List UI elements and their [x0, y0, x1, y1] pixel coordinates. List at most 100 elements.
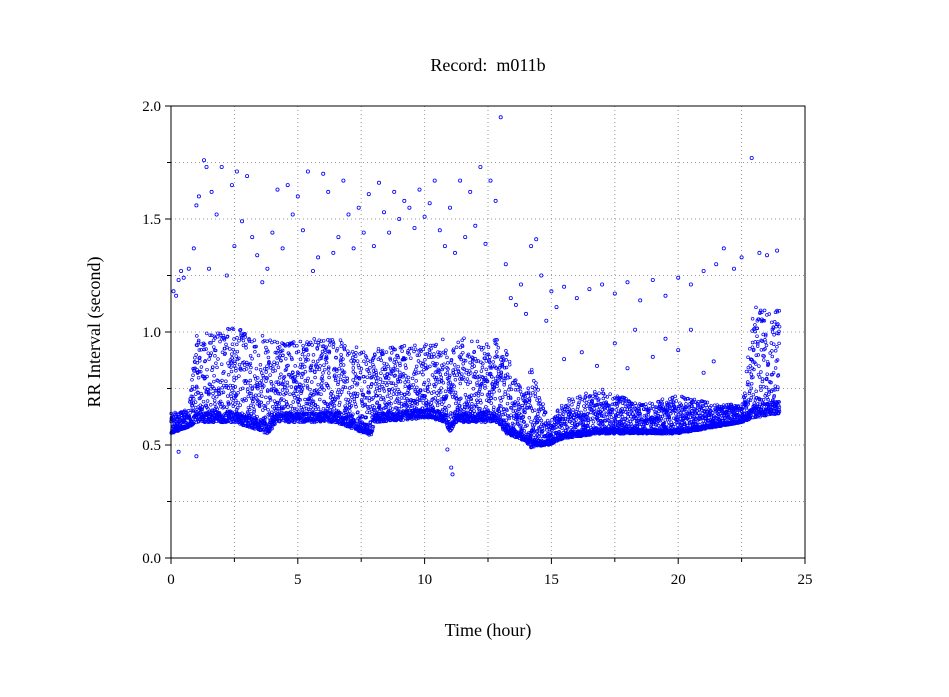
- data-point: [397, 406, 401, 411]
- data-point: [462, 336, 466, 340]
- data-point: [527, 416, 532, 420]
- data-point: [307, 396, 311, 400]
- data-point: [291, 400, 295, 404]
- data-point: [252, 338, 257, 342]
- data-point: [258, 368, 263, 372]
- data-point: [207, 391, 211, 396]
- data-point: [266, 407, 270, 412]
- data-point: [232, 391, 237, 395]
- data-point: [340, 368, 345, 373]
- data-point: [226, 373, 231, 377]
- data-point: [284, 356, 288, 361]
- data-point: [339, 344, 343, 349]
- data-point: [305, 340, 309, 344]
- data-point: [219, 362, 224, 366]
- data-point: [326, 386, 331, 390]
- data-point: [384, 350, 389, 354]
- data-point: [341, 370, 345, 374]
- data-point: [313, 403, 318, 407]
- data-point: [198, 355, 202, 360]
- data-point: [213, 348, 218, 353]
- data-point: [468, 380, 473, 384]
- data-point: [490, 393, 494, 397]
- data-point: [386, 364, 390, 369]
- data-point: [207, 357, 211, 361]
- data-point: [259, 371, 264, 375]
- data-point: [342, 370, 347, 374]
- data-point: [324, 345, 328, 349]
- data-point: [247, 391, 252, 395]
- data-point: [205, 387, 210, 391]
- data-point: [376, 346, 381, 351]
- data-point: [212, 345, 216, 349]
- data-point: [426, 378, 431, 382]
- data-point: [209, 341, 213, 345]
- data-point: [265, 376, 269, 381]
- data-point: [280, 388, 285, 392]
- data-point: [377, 388, 382, 393]
- data-point: [492, 390, 496, 394]
- data-point: [445, 355, 449, 360]
- data-point: [220, 402, 224, 406]
- data-point: [229, 369, 234, 374]
- data-point: [316, 343, 321, 347]
- data-point: [311, 359, 316, 364]
- data-point: [243, 335, 248, 339]
- data-point: [200, 393, 204, 398]
- data-point: [297, 403, 301, 407]
- data-point: [341, 363, 346, 367]
- data-point: [266, 355, 271, 360]
- data-point: [427, 382, 432, 386]
- data-point: [235, 406, 240, 410]
- data-point: [338, 377, 343, 382]
- data-point: [452, 363, 457, 367]
- data-point: [497, 388, 502, 393]
- data-point: [404, 366, 408, 370]
- data-point: [327, 375, 331, 380]
- data-point: [475, 339, 480, 344]
- data-point: [229, 361, 234, 365]
- data-point: [331, 394, 336, 398]
- data-point: [311, 399, 316, 403]
- data-point: [263, 404, 268, 408]
- data-point: [505, 401, 510, 406]
- data-point: [270, 405, 275, 409]
- data-point: [258, 363, 263, 367]
- data-point: [197, 369, 202, 374]
- data-point: [504, 349, 508, 353]
- data-point: [591, 419, 596, 424]
- data-point: [305, 348, 309, 353]
- data-point: [280, 348, 285, 353]
- data-point: [298, 398, 302, 402]
- data-point: [341, 384, 346, 389]
- data-point: [472, 409, 476, 413]
- data-point: [304, 401, 309, 406]
- data-point: [343, 404, 347, 408]
- data-point: [343, 385, 348, 390]
- data-point: [205, 374, 209, 379]
- data-point: [316, 391, 321, 396]
- y-axis-label: RR Interval (second): [84, 257, 105, 408]
- data-point: [317, 367, 322, 372]
- data-point: [190, 384, 195, 389]
- data-point: [239, 333, 243, 337]
- data-point: [484, 367, 488, 372]
- data-point: [306, 376, 310, 381]
- data-point: [389, 396, 393, 400]
- data-point: [316, 405, 320, 409]
- data-point: [266, 349, 270, 354]
- data-point: [534, 381, 538, 385]
- data-point: [250, 356, 254, 361]
- data-point: [343, 344, 347, 348]
- data-point: [251, 400, 255, 404]
- data-point: [336, 382, 340, 387]
- chart-title: Record: m011b: [430, 55, 545, 75]
- data-point: [518, 389, 523, 394]
- data-point: [299, 391, 303, 396]
- data-point: [275, 340, 280, 345]
- data-point: [351, 366, 356, 370]
- data-point: [450, 392, 454, 397]
- data-point: [570, 402, 574, 407]
- data-point: [602, 410, 606, 414]
- data-point: [304, 357, 309, 361]
